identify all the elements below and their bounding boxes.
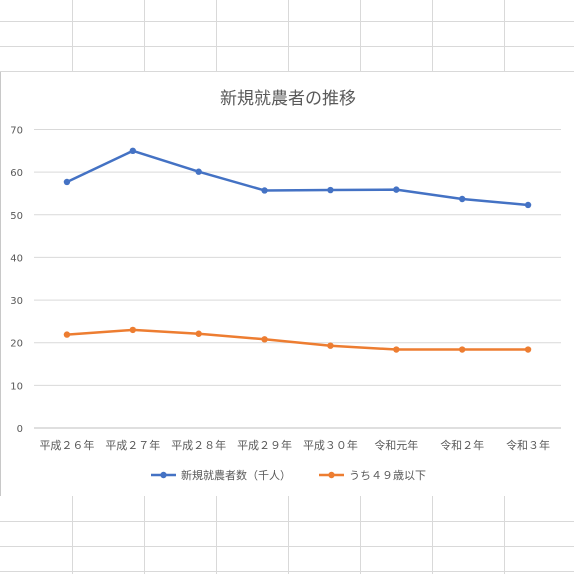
x-tick-label: 平成３０年 — [303, 438, 358, 452]
series-line — [65, 328, 530, 351]
data-point — [195, 168, 202, 175]
data-point — [129, 326, 137, 334]
data-point — [261, 187, 268, 194]
data-point — [63, 331, 71, 338]
x-tick-label: 平成２７年 — [105, 438, 160, 452]
legend-item: うち４９歳以下 — [319, 469, 426, 482]
data-point — [129, 147, 137, 155]
data-point — [524, 201, 532, 209]
x-tick-label: 令和元年 — [374, 438, 418, 452]
x-tick-label: 令和２年 — [440, 438, 484, 452]
y-tick-label: 50 — [10, 211, 23, 222]
gridlines — [34, 129, 561, 429]
data-point — [63, 178, 71, 186]
series-1 — [63, 147, 532, 209]
chart-title: 新規就農者の推移 — [220, 89, 356, 109]
data-point — [458, 195, 466, 203]
legend-label: 新規就農者数（千人） — [181, 468, 291, 482]
series-2 — [63, 326, 532, 353]
data-point — [393, 346, 400, 353]
x-axis-labels: 平成２６年 平成２７年 平成２８年 平成２９年 平成３０年 令和元年 令和２年 令和３年 — [39, 438, 550, 452]
y-tick-label: 40 — [10, 253, 23, 264]
legend-marker — [328, 471, 335, 479]
legend: 新規就農者数（千人） うち４９歳以下 — [151, 468, 426, 482]
legend-label: うち４９歳以下 — [349, 469, 426, 482]
y-tick-label: 30 — [10, 296, 23, 307]
y-axis-labels: 0 10 20 30 40 50 60 70 — [10, 126, 23, 436]
y-tick-label: 0 — [17, 424, 23, 435]
line-chart: 新規就農者の推移 0 10 20 30 40 50 60 70 平成２６年 平成２７年 平成２８年… — [10, 89, 561, 482]
x-tick-label: 令和３年 — [506, 438, 550, 452]
x-tick-label: 平成２８年 — [171, 438, 226, 452]
data-point — [261, 336, 268, 343]
chart-area[interactable]: 新規就農者の推移 0 10 20 30 40 50 60 70 平成２６年 平成２７年 平成２８年… — [0, 72, 574, 496]
data-point — [458, 346, 466, 353]
series-line — [65, 149, 530, 207]
data-point — [524, 346, 532, 353]
x-tick-label: 平成２９年 — [237, 438, 292, 452]
x-tick-label: 平成２６年 — [39, 438, 94, 452]
data-point — [195, 330, 202, 337]
y-tick-label: 60 — [10, 168, 23, 179]
data-point — [393, 186, 400, 193]
series-layer — [63, 147, 532, 353]
legend-item: 新規就農者数（千人） — [151, 468, 291, 482]
legend-marker — [160, 471, 167, 479]
y-tick-label: 10 — [10, 381, 23, 392]
y-tick-label: 20 — [10, 339, 23, 350]
data-point — [327, 186, 334, 194]
y-tick-label: 70 — [10, 126, 23, 137]
data-point — [327, 342, 334, 349]
